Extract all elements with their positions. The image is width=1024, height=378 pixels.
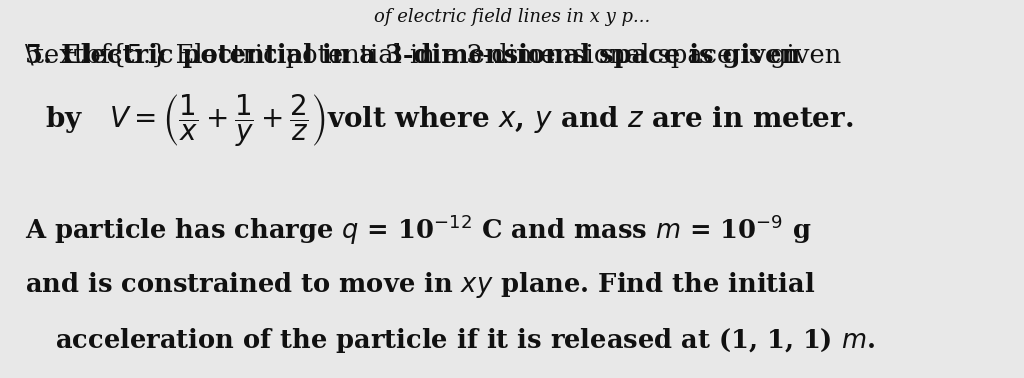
Text: of electric field lines in x y p...: of electric field lines in x y p... (374, 8, 650, 26)
Text: acceleration of the particle if it is released at (1, 1, 1) $m$.: acceleration of the particle if it is re… (55, 326, 876, 355)
Text: by   $V = \left(\dfrac{1}{x}+\dfrac{1}{y}+\dfrac{2}{z}\right)$volt where $x$, $y: by $V = \left(\dfrac{1}{x}+\dfrac{1}{y}+… (45, 92, 854, 148)
Text: \textbf{5.} Electric potential in a 3-dimensional space is given: \textbf{5.} Electric potential in a 3-di… (25, 43, 842, 68)
Text: 5. Electric potential in a 3-dimensional space is given: 5. Electric potential in a 3-dimensional… (25, 43, 800, 68)
Text: A particle has charge $q$ = 10$^{-12}$ C and mass $m$ = 10$^{-9}$ g: A particle has charge $q$ = 10$^{-12}$ C… (25, 213, 811, 248)
Text: and is constrained to move in $xy$ plane. Find the initial: and is constrained to move in $xy$ plane… (25, 270, 815, 300)
